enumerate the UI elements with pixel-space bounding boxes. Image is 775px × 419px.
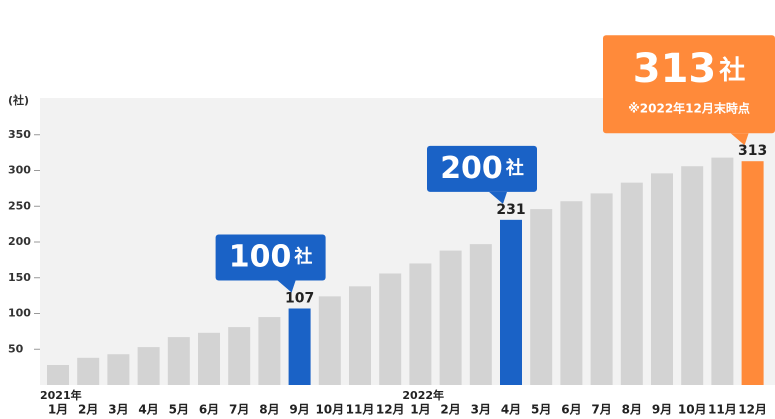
y-tick-label: 250 [8, 199, 31, 212]
bar [137, 347, 160, 385]
x-tick-label: 2月 [440, 403, 460, 417]
x-tick-label: 3月 [108, 403, 128, 417]
x-tick-label: 5月 [531, 403, 551, 417]
x-tick-label: 3月 [471, 403, 491, 417]
x-tick-label: 12月 [376, 403, 405, 417]
x-tick-label: 12月 [738, 403, 767, 417]
bar [439, 250, 462, 385]
x-tick-label: 7月 [229, 403, 249, 417]
value-label: 313 [738, 143, 767, 159]
x-tick-label: 1月 [410, 403, 430, 417]
callout-pointer [277, 280, 296, 293]
y-axis-label: (社) [8, 93, 29, 107]
bar [107, 354, 130, 385]
y-tick-label: 300 [8, 164, 31, 177]
callout-number: 313 [633, 46, 717, 92]
x-tick-label: 6月 [199, 403, 219, 417]
callout-text: 313 社 [633, 46, 746, 92]
x-tick-label: 9月 [289, 403, 309, 417]
x-tick-label: 1月 [48, 403, 68, 417]
x-tick-label: 8月 [259, 403, 279, 417]
callout-note: ※2022年12月末時点 [628, 101, 750, 116]
callout-box [427, 145, 537, 192]
callout-unit: 社 [719, 55, 745, 86]
bar [379, 273, 402, 385]
x-tick-label: 7月 [591, 403, 611, 417]
bar [77, 357, 100, 385]
x-tick-label: 9月 [652, 403, 672, 417]
bar [349, 286, 371, 385]
bar [469, 244, 492, 385]
callout-text: 200 社 [440, 150, 524, 185]
x-tick-label: 10月 [315, 403, 344, 417]
x-tick-label: 4月 [138, 403, 158, 417]
bar [530, 209, 553, 385]
x-tick-label: 10月 [678, 403, 707, 417]
bar [167, 337, 190, 385]
bar [288, 308, 311, 385]
bar [711, 157, 734, 385]
bar [47, 364, 69, 385]
y-tick-label: 350 [8, 128, 31, 141]
y-tick-label: 50 [8, 342, 24, 355]
callout-number: 100 [229, 239, 292, 274]
callout-pointer [730, 133, 749, 146]
bar [228, 327, 251, 385]
bar [560, 201, 583, 385]
x-tick-label: 5月 [169, 403, 189, 417]
value-label: 231 [496, 202, 525, 218]
x-tick-label: 11月 [346, 403, 375, 417]
year-label: 2021年 [40, 388, 82, 402]
x-tick-label: 2月 [78, 403, 98, 417]
x-tick-label: 11月 [708, 403, 737, 417]
year-label: 2022年 [402, 388, 444, 402]
bar [500, 219, 522, 385]
y-tick-label: 200 [8, 235, 31, 248]
y-tick-label: 100 [8, 307, 31, 320]
callout-box [215, 234, 326, 281]
bar [590, 193, 613, 385]
bar [409, 263, 432, 385]
bar [258, 317, 281, 385]
callout-text: 100 社 [229, 239, 313, 274]
callout-box [603, 35, 775, 134]
y-tick-label: 150 [8, 271, 31, 284]
x-tick-label: 8月 [622, 403, 642, 417]
callout-pointer [489, 191, 507, 204]
bar [681, 166, 704, 385]
value-label: 107 [285, 290, 314, 306]
x-tick-label: 6月 [561, 403, 581, 417]
callout-number: 200 [440, 150, 503, 185]
bar [620, 182, 643, 385]
bar [741, 161, 764, 385]
callout-unit: 社 [294, 245, 312, 267]
x-tick-label: 4月 [501, 403, 521, 417]
bar [651, 173, 673, 385]
bar [198, 332, 220, 385]
callout-unit: 社 [506, 157, 524, 179]
bar [318, 296, 341, 385]
